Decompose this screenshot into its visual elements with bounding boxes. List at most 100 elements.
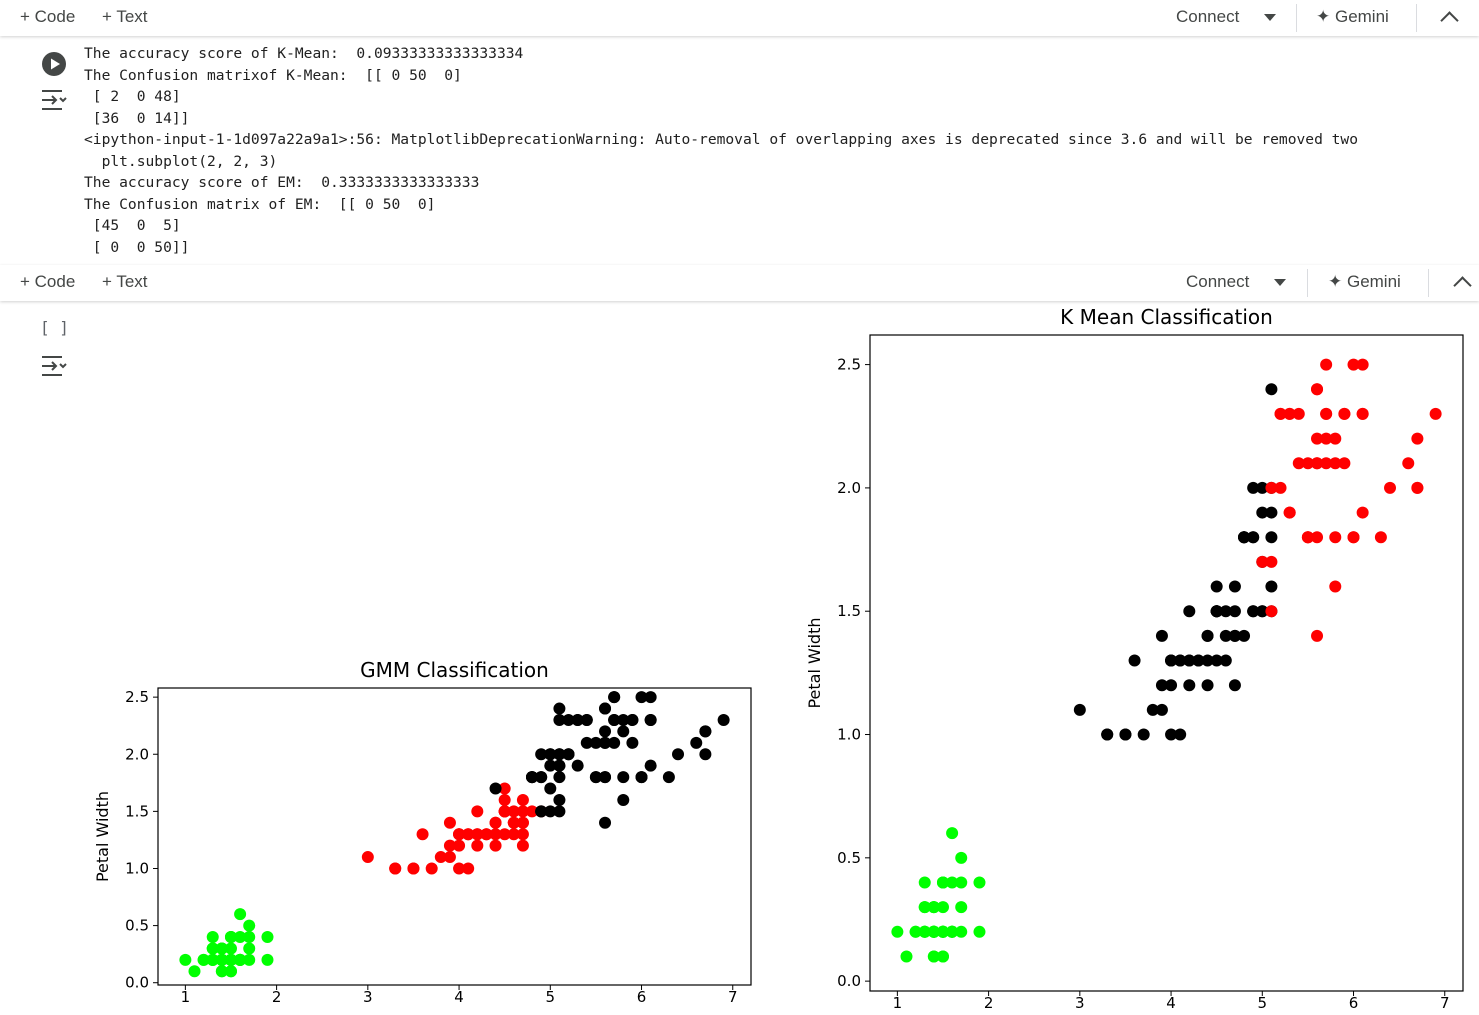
data-point bbox=[206, 953, 219, 966]
data-point bbox=[562, 748, 575, 761]
data-point bbox=[918, 876, 931, 889]
data-point bbox=[215, 965, 228, 978]
chevron-up-icon[interactable] bbox=[1440, 11, 1459, 30]
data-point bbox=[361, 851, 374, 864]
add-text-button[interactable]: + Text bbox=[102, 7, 148, 26]
data-point bbox=[224, 953, 237, 966]
data-point bbox=[1329, 580, 1342, 593]
output-line: [ 0 0 50]] bbox=[84, 238, 190, 256]
data-point bbox=[535, 771, 548, 784]
y-tick-label: 2.5 bbox=[837, 356, 861, 374]
data-point bbox=[1137, 728, 1150, 741]
x-tick-label: 3 bbox=[1075, 994, 1085, 1012]
data-point bbox=[553, 748, 566, 761]
x-tick-label: 1 bbox=[893, 994, 903, 1012]
data-point bbox=[407, 862, 420, 875]
data-point bbox=[1155, 679, 1168, 692]
data-point bbox=[1155, 629, 1168, 642]
data-point bbox=[1301, 457, 1314, 470]
data-point bbox=[507, 816, 520, 829]
caret-down-icon[interactable] bbox=[1264, 14, 1276, 21]
data-point bbox=[498, 805, 511, 818]
data-point bbox=[1320, 457, 1333, 470]
toolbar-divider bbox=[1307, 269, 1308, 297]
data-point bbox=[617, 793, 630, 806]
output-line: [ 2 0 48] bbox=[84, 88, 181, 105]
data-point bbox=[188, 965, 201, 978]
chevron-up-icon[interactable] bbox=[1453, 276, 1472, 295]
data-point bbox=[1256, 605, 1269, 618]
output-collapse-icon[interactable] bbox=[40, 88, 68, 112]
data-point bbox=[234, 908, 247, 921]
data-point bbox=[1228, 580, 1241, 593]
data-point bbox=[973, 925, 986, 938]
data-point bbox=[571, 713, 584, 726]
data-point bbox=[1219, 654, 1232, 667]
caret-down-icon[interactable] bbox=[1274, 279, 1286, 286]
data-point bbox=[553, 759, 566, 772]
data-point bbox=[471, 828, 484, 841]
y-tick-label: 0.5 bbox=[837, 849, 861, 867]
data-point bbox=[1274, 407, 1287, 420]
y-tick-label: 1.5 bbox=[125, 802, 149, 820]
data-point bbox=[453, 839, 466, 852]
data-point bbox=[955, 901, 968, 914]
data-point bbox=[955, 851, 968, 864]
data-point bbox=[197, 953, 210, 966]
data-point bbox=[1311, 629, 1324, 642]
data-point bbox=[234, 931, 247, 944]
data-point bbox=[243, 953, 256, 966]
data-point bbox=[973, 876, 986, 889]
gemini-button[interactable]: ✦ Gemini bbox=[1328, 272, 1401, 291]
data-point bbox=[1256, 506, 1269, 519]
x-tick-label: 5 bbox=[546, 988, 556, 1006]
data-point bbox=[443, 851, 456, 864]
connect-button[interactable]: Connect bbox=[1186, 272, 1250, 291]
add-code-button[interactable]: + Code bbox=[20, 272, 76, 291]
connect-button[interactable]: Connect bbox=[1176, 7, 1240, 26]
data-point bbox=[936, 901, 949, 914]
data-point bbox=[224, 965, 237, 978]
x-tick-label: 4 bbox=[1166, 994, 1176, 1012]
y-tick-label: 0.5 bbox=[125, 917, 149, 935]
output-collapse-icon[interactable] bbox=[40, 354, 68, 378]
play-circle-icon[interactable] bbox=[41, 51, 67, 77]
data-point bbox=[489, 839, 502, 852]
data-point bbox=[635, 771, 648, 784]
data-point bbox=[1311, 383, 1324, 396]
data-point bbox=[936, 950, 949, 963]
add-text-button[interactable]: + Text bbox=[102, 272, 148, 291]
toolbar-divider bbox=[1416, 4, 1417, 32]
data-point bbox=[489, 816, 502, 829]
gemini-button[interactable]: ✦ Gemini bbox=[1316, 7, 1389, 26]
execution-count[interactable]: [ ] bbox=[40, 318, 69, 337]
plus-icon: + bbox=[20, 272, 35, 291]
data-point bbox=[1320, 407, 1333, 420]
data-point bbox=[1292, 457, 1305, 470]
data-point bbox=[599, 702, 612, 715]
data-point bbox=[516, 828, 529, 841]
data-point bbox=[489, 828, 502, 841]
data-point bbox=[936, 876, 949, 889]
data-point bbox=[1338, 407, 1351, 420]
data-point bbox=[1347, 358, 1360, 371]
data-point bbox=[1320, 358, 1333, 371]
data-point bbox=[544, 805, 557, 818]
x-tick-label: 6 bbox=[637, 988, 647, 1006]
data-point bbox=[1329, 531, 1342, 544]
data-point bbox=[553, 702, 566, 715]
sparkle-icon: ✦ bbox=[1316, 7, 1335, 26]
data-point bbox=[498, 793, 511, 806]
data-point bbox=[206, 931, 219, 944]
x-tick-label: 2 bbox=[272, 988, 282, 1006]
data-point bbox=[516, 816, 529, 829]
x-tick-label: 5 bbox=[1258, 994, 1268, 1012]
data-point bbox=[1374, 531, 1387, 544]
data-point bbox=[544, 748, 557, 761]
add-code-button[interactable]: + Code bbox=[20, 7, 76, 26]
data-point bbox=[1311, 531, 1324, 544]
data-point bbox=[1311, 457, 1324, 470]
plus-icon: + bbox=[102, 7, 117, 26]
data-point bbox=[1101, 728, 1114, 741]
